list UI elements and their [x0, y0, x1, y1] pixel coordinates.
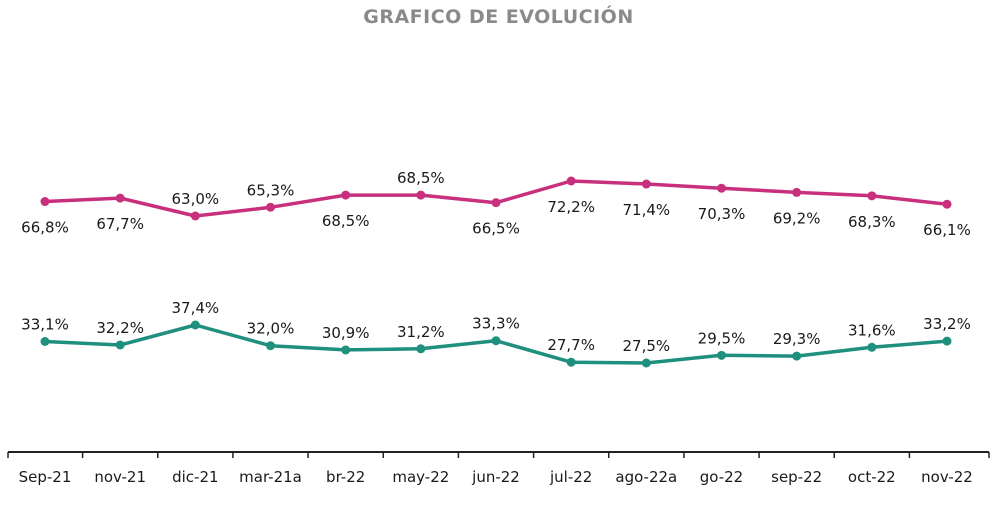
- data-point: [566, 357, 576, 367]
- data-point: [190, 211, 200, 221]
- x-tick-label: jun-22: [471, 468, 520, 486]
- data-point: [115, 340, 125, 350]
- data-label: 68,3%: [848, 213, 896, 231]
- data-point: [717, 183, 726, 193]
- data-point: [641, 358, 651, 368]
- data-point: [266, 202, 275, 212]
- data-labels-layer: 66,8% 67,7% 63,0% 65,3% 68,5% 68,5% 66,5% 72,2%…: [21, 169, 971, 355]
- data-point: [867, 191, 877, 201]
- x-tick-label: oct-22: [848, 468, 896, 486]
- data-label: 29,3%: [773, 330, 821, 348]
- x-tick-label: ago-22a: [615, 468, 677, 486]
- data-point: [867, 342, 877, 352]
- data-label: 72,2%: [547, 198, 595, 216]
- data-label: 30,9%: [322, 324, 370, 342]
- data-point: [942, 336, 952, 346]
- data-label: 67,7%: [96, 215, 144, 233]
- data-point: [266, 341, 275, 351]
- data-point: [641, 179, 651, 189]
- data-point: [341, 345, 351, 355]
- data-point: [40, 197, 50, 207]
- x-tick-label: sep-22: [771, 468, 822, 486]
- x-axis-ticks: [7, 452, 990, 458]
- data-label: 69,2%: [773, 209, 821, 227]
- data-label: 66,8%: [21, 219, 69, 237]
- data-label: 68,5%: [322, 212, 370, 230]
- data-label: 27,5%: [623, 337, 671, 355]
- data-label: 33,1%: [21, 316, 69, 334]
- data-point: [416, 190, 426, 200]
- data-label: 37,4%: [172, 299, 220, 317]
- data-label: 70,3%: [698, 205, 746, 223]
- data-point: [566, 176, 576, 186]
- x-tick-label: Sep-21: [19, 468, 72, 486]
- data-label: 31,6%: [848, 321, 896, 339]
- series-layer: [40, 176, 952, 368]
- data-point: [40, 337, 50, 347]
- data-label: 31,2%: [397, 323, 445, 341]
- data-label: 63,0%: [172, 190, 220, 208]
- data-point: [491, 198, 501, 208]
- data-label: 33,2%: [923, 315, 971, 333]
- data-point: [416, 344, 426, 354]
- data-point: [190, 320, 200, 330]
- data-label: 66,5%: [472, 220, 520, 238]
- data-point: [792, 187, 802, 197]
- data-label: 32,0%: [247, 320, 295, 338]
- chart-title: GRAFICO DE EVOLUCIÓN: [363, 6, 634, 28]
- data-label: 33,3%: [472, 315, 520, 333]
- x-tick-label: br-22: [326, 468, 365, 486]
- data-label: 27,7%: [547, 336, 595, 354]
- data-point: [341, 190, 351, 200]
- x-axis-tick-labels: Sep-21 nov-21 dic-21 mar-21a br-22 may-22 jun-…: [19, 468, 973, 486]
- x-tick-label: nov-21: [94, 468, 146, 486]
- x-tick-label: may-22: [392, 468, 449, 486]
- data-label: 66,1%: [923, 221, 971, 239]
- x-tick-label: dic-21: [172, 468, 218, 486]
- x-tick-label: nov-22: [921, 468, 973, 486]
- data-point: [792, 351, 802, 361]
- x-tick-label: mar-21a: [239, 468, 302, 486]
- data-label: 32,2%: [96, 319, 144, 337]
- data-point: [942, 199, 952, 209]
- data-label: 68,5%: [397, 169, 445, 187]
- data-label: 71,4%: [623, 201, 671, 219]
- data-point: [491, 336, 501, 346]
- x-tick-label: go-22: [700, 468, 743, 486]
- data-point: [115, 193, 125, 203]
- data-label: 65,3%: [247, 181, 295, 199]
- data-label: 29,5%: [698, 329, 746, 347]
- x-tick-label: jul-22: [549, 468, 592, 486]
- data-point: [717, 350, 726, 360]
